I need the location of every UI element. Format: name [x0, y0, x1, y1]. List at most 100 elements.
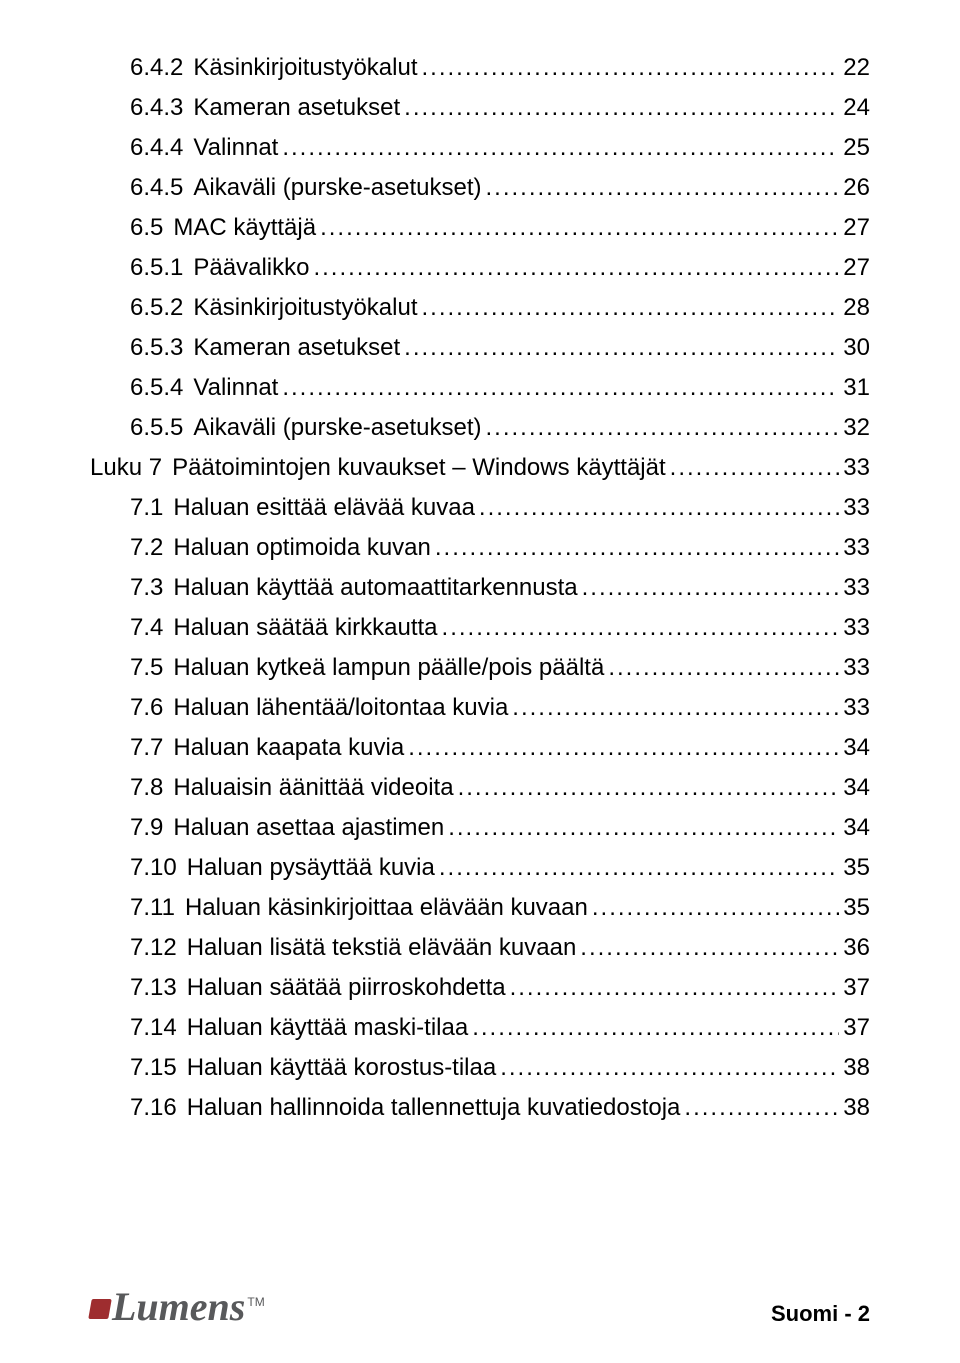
toc-entry-page: 33 — [843, 656, 870, 680]
toc-entry-page: 31 — [843, 376, 870, 400]
toc-entry-title: Päätoimintojen kuvaukset – Windows käytt… — [172, 456, 666, 480]
toc-entry: 6.5.3Kameran asetukset30 — [90, 336, 870, 360]
toc-entry-page: 33 — [843, 496, 870, 520]
toc-entry-number: 6.5.2 — [130, 296, 193, 320]
toc-leader-dots — [608, 656, 839, 680]
toc-entry-number: 6.5.3 — [130, 336, 193, 360]
logo-text: Lumens — [112, 1287, 245, 1327]
toc-entry-title: Haluaisin äänittää videoita — [173, 776, 453, 800]
toc-leader-dots — [486, 176, 840, 200]
document-page: 6.4.2Käsinkirjoitustyökalut226.4.3Kamera… — [0, 0, 960, 1363]
trademark-label: TM — [247, 1295, 264, 1309]
toc-entry-page: 24 — [843, 96, 870, 120]
page-footer: Lumens TM Suomi - 2 — [90, 1287, 870, 1327]
toc-entry-number: 6.5.1 — [130, 256, 193, 280]
toc-entry-number: 7.6 — [130, 696, 173, 720]
toc-entry-number: 7.2 — [130, 536, 173, 560]
table-of-contents: 6.4.2Käsinkirjoitustyökalut226.4.3Kamera… — [90, 56, 870, 1120]
toc-entry-title: Haluan kytkeä lampun päälle/pois päältä — [173, 656, 604, 680]
toc-entry-number: 6.4.4 — [130, 136, 193, 160]
toc-entry-number: 7.12 — [130, 936, 187, 960]
toc-entry-number: 6.5.4 — [130, 376, 193, 400]
toc-entry-title: Haluan käsinkirjoittaa elävään kuvaan — [185, 896, 588, 920]
toc-entry: 7.6Haluan lähentää/loitontaa kuvia 33 — [90, 696, 870, 720]
toc-leader-dots — [592, 896, 839, 920]
toc-entry: 7.9Haluan asettaa ajastimen34 — [90, 816, 870, 840]
toc-entry-page: 37 — [843, 1016, 870, 1040]
toc-entry-title: Haluan kaapata kuvia — [173, 736, 404, 760]
toc-entry-number: Luku 7 — [90, 456, 172, 480]
toc-entry-title: Haluan käyttää automaattitarkennusta — [173, 576, 577, 600]
toc-entry: 7.5Haluan kytkeä lampun päälle/pois pääl… — [90, 656, 870, 680]
toc-leader-dots — [479, 496, 839, 520]
toc-entry-page: 36 — [843, 936, 870, 960]
toc-entry-number: 6.4.2 — [130, 56, 193, 80]
toc-leader-dots — [320, 216, 839, 240]
toc-entry-title: Valinnat — [193, 376, 278, 400]
toc-entry: 7.14Haluan käyttää maski-tilaa37 — [90, 1016, 870, 1040]
toc-entry: 7.13Haluan säätää piirroskohdetta37 — [90, 976, 870, 1000]
toc-entry-number: 6.4.3 — [130, 96, 193, 120]
toc-entry-number: 7.8 — [130, 776, 173, 800]
page-number-label: Suomi - 2 — [771, 1301, 870, 1327]
toc-entry-number: 7.4 — [130, 616, 173, 640]
toc-entry-title: MAC käyttäjä — [173, 216, 316, 240]
toc-entry-page: 30 — [843, 336, 870, 360]
toc-entry-title: Kameran asetukset — [193, 96, 400, 120]
toc-entry-page: 27 — [843, 216, 870, 240]
toc-entry-page: 27 — [843, 256, 870, 280]
toc-entry: 7.16Haluan hallinnoida tallennettuja kuv… — [90, 1096, 870, 1120]
toc-entry: 7.15Haluan käyttää korostus-tilaa38 — [90, 1056, 870, 1080]
toc-entry-number: 7.9 — [130, 816, 173, 840]
toc-entry-page: 28 — [843, 296, 870, 320]
toc-entry: 6.5.5Aikaväli (purske-asetukset)32 — [90, 416, 870, 440]
toc-leader-dots — [684, 1096, 839, 1120]
toc-entry-page: 32 — [843, 416, 870, 440]
toc-entry: Luku 7Päätoimintojen kuvaukset – Windows… — [90, 456, 870, 480]
toc-entry-number: 7.13 — [130, 976, 187, 1000]
toc-entry-number: 6.5.5 — [130, 416, 193, 440]
toc-entry-number: 7.10 — [130, 856, 187, 880]
toc-entry-page: 33 — [843, 696, 870, 720]
toc-leader-dots — [510, 976, 840, 1000]
toc-entry-title: Haluan lähentää/loitontaa kuvia — [173, 696, 508, 720]
toc-leader-dots — [500, 1056, 839, 1080]
toc-leader-dots — [313, 256, 839, 280]
toc-entry: 7.10Haluan pysäyttää kuvia35 — [90, 856, 870, 880]
toc-leader-dots — [448, 816, 839, 840]
toc-leader-dots — [282, 136, 839, 160]
toc-entry-title: Haluan säätää kirkkautta — [173, 616, 437, 640]
toc-entry: 7.3Haluan käyttää automaattitarkennusta3… — [90, 576, 870, 600]
brand-logo: Lumens TM — [90, 1287, 265, 1327]
toc-entry-number: 7.1 — [130, 496, 173, 520]
toc-leader-dots — [580, 936, 839, 960]
toc-leader-dots — [442, 616, 840, 640]
toc-leader-dots — [435, 536, 839, 560]
toc-entry-number: 7.16 — [130, 1096, 187, 1120]
toc-leader-dots — [404, 96, 839, 120]
toc-entry-title: Haluan optimoida kuvan — [173, 536, 431, 560]
toc-leader-dots — [439, 856, 839, 880]
toc-entry-title: Haluan pysäyttää kuvia — [187, 856, 435, 880]
toc-entry-page: 34 — [843, 816, 870, 840]
toc-entry-page: 33 — [843, 616, 870, 640]
toc-leader-dots — [670, 456, 840, 480]
toc-entry-page: 34 — [843, 736, 870, 760]
toc-entry: 6.5.2Käsinkirjoitustyökalut 28 — [90, 296, 870, 320]
toc-entry-title: Aikaväli (purske-asetukset) — [193, 176, 481, 200]
toc-entry-title: Käsinkirjoitustyökalut — [193, 296, 417, 320]
toc-entry-title: Haluan esittää elävää kuvaa — [173, 496, 475, 520]
toc-entry-page: 38 — [843, 1096, 870, 1120]
toc-entry-number: 7.14 — [130, 1016, 187, 1040]
toc-leader-dots — [582, 576, 840, 600]
toc-entry-number: 7.7 — [130, 736, 173, 760]
toc-leader-dots — [422, 56, 840, 80]
toc-entry-number: 6.4.5 — [130, 176, 193, 200]
toc-leader-dots — [282, 376, 839, 400]
toc-entry: 7.4Haluan säätää kirkkautta 33 — [90, 616, 870, 640]
toc-entry-page: 26 — [843, 176, 870, 200]
toc-entry-number: 6.5 — [130, 216, 173, 240]
toc-entry-title: Valinnat — [193, 136, 278, 160]
toc-entry-title: Haluan säätää piirroskohdetta — [187, 976, 506, 1000]
toc-entry-page: 33 — [843, 456, 870, 480]
